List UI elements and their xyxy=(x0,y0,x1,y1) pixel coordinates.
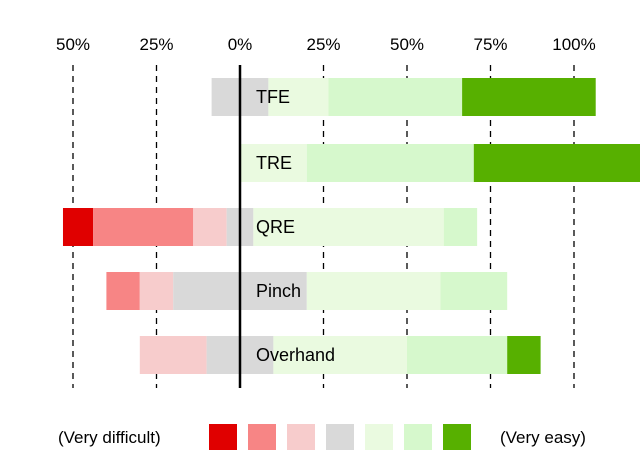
legend-left-label: (Very difficult) xyxy=(58,428,161,447)
bar-segment-tfe-level-7 xyxy=(462,78,596,116)
bar-segment-pinch-level-5 xyxy=(306,272,441,310)
bar-segment-qre-level-2 xyxy=(93,208,194,246)
legend-swatch-level-2 xyxy=(248,424,276,450)
legend-swatch-level-1 xyxy=(209,424,237,450)
bar-segment-tre-level-6 xyxy=(306,144,474,182)
bar-segment-tfe-level-6 xyxy=(328,78,463,116)
bar-segment-qre-level-3 xyxy=(193,208,227,246)
tick-label: 100% xyxy=(552,35,595,54)
bar-segment-overhand-level-7 xyxy=(507,336,541,374)
bar-segment-overhand-level-3 xyxy=(139,336,207,374)
legend-swatch-level-3 xyxy=(287,424,315,450)
tick-label: 50% xyxy=(390,35,424,54)
bar-segment-qre-level-1 xyxy=(62,208,94,246)
legend-swatch-level-5 xyxy=(365,424,393,450)
bar-segment-pinch-level-6 xyxy=(440,272,508,310)
row-label: Pinch xyxy=(256,281,301,301)
row-labels: TFE TRE QRE Pinch Overhand xyxy=(256,87,335,365)
tick-label: 75% xyxy=(473,35,507,54)
bar-segment-pinch-level-3 xyxy=(139,272,174,310)
bar-segment-tre-level-7 xyxy=(473,144,640,182)
legend-swatches xyxy=(209,424,471,450)
legend: (Very difficult) (Very easy) xyxy=(58,424,586,450)
row-label: Overhand xyxy=(256,345,335,365)
legend-right-label: (Very easy) xyxy=(500,428,586,447)
bar-segment-tfe-level-5 xyxy=(268,78,329,116)
bar-segment-overhand-level-6 xyxy=(407,336,508,374)
bars xyxy=(62,78,640,374)
tick-label: 25% xyxy=(306,35,340,54)
bar-segment-pinch-level-2 xyxy=(106,272,140,310)
row-label: QRE xyxy=(256,217,295,237)
legend-swatch-level-4 xyxy=(326,424,354,450)
row-label: TFE xyxy=(256,87,290,107)
tick-label: 50% xyxy=(56,35,90,54)
tick-labels: 50% 25% 0% 25% 50% 75% 100% xyxy=(56,35,596,54)
row-label: TRE xyxy=(256,153,292,173)
tick-label: 0% xyxy=(228,35,253,54)
tick-label: 25% xyxy=(139,35,173,54)
gridlines xyxy=(72,65,575,388)
bar-segment-overhand-level-5 xyxy=(273,336,407,374)
bar-segment-qre-level-5 xyxy=(253,208,444,246)
bar-segment-qre-level-6 xyxy=(443,208,478,246)
legend-swatch-level-7 xyxy=(443,424,471,450)
legend-swatch-level-6 xyxy=(404,424,432,450)
bar-segment-tre-level-5 xyxy=(240,144,307,182)
